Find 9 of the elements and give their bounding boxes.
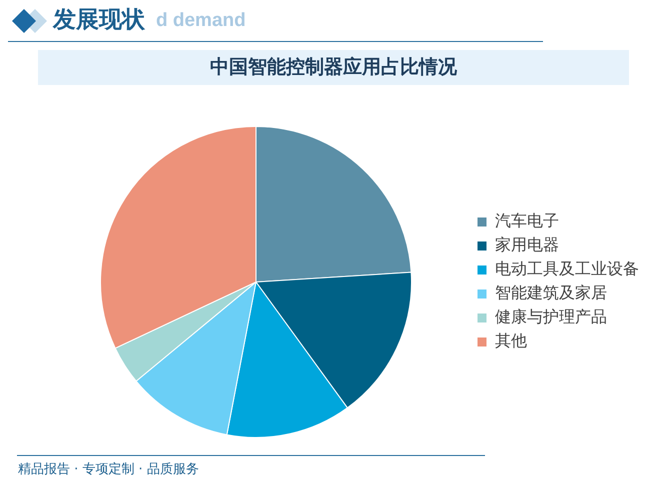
legend-label: 其他 — [495, 331, 527, 350]
legend-label: 电动工具及工业设备 — [495, 259, 639, 278]
legend-label: 家用电器 — [495, 235, 559, 254]
text: 发展现状 — [53, 6, 145, 35]
legend-label: 汽车电子 — [495, 211, 559, 230]
text: d demand — [156, 9, 246, 33]
legend-label: 智能建筑及家居 — [495, 283, 607, 302]
legend-label: 健康与护理产品 — [495, 307, 607, 326]
text: 精品报告 · 专项定制 · 品质服务 — [18, 461, 199, 479]
